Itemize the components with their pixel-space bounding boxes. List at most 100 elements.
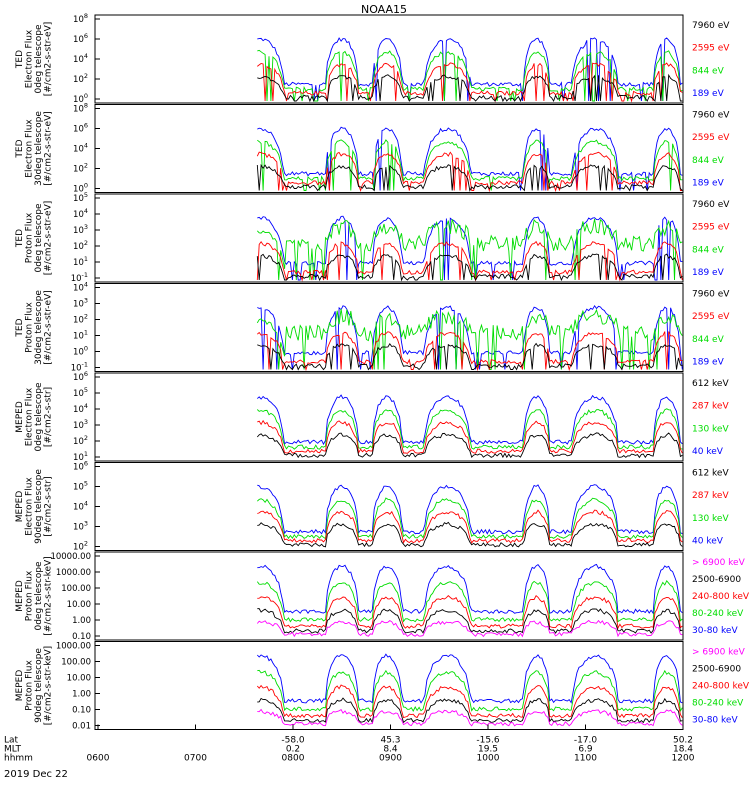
y-axis-label-line: MEPED (15, 491, 25, 523)
y-tick-label: 103 (73, 520, 88, 533)
y-tick-label: 102 (73, 72, 88, 85)
x-tick-hhmm: 0900 (379, 754, 402, 764)
y-axis-label-line: MEPED (15, 401, 25, 433)
y-axis-label: TED Electron Flux 30deg telescope [#/cm2-s-… (15, 111, 54, 186)
y-axis-label-line: [#/cm2-s-str-eV] (43, 201, 53, 276)
y-axis-label-line: [#/cm2-s-str-eV] (43, 22, 53, 97)
y-axis-label-line: TED (15, 139, 25, 158)
y-axis-label-line: MEPED (15, 670, 25, 702)
legend-entry: 40 keV (692, 447, 724, 457)
y-axis-label-line: Proton Flux (24, 302, 34, 353)
x-tick-lat: -58.0 (281, 736, 305, 746)
series-trace (257, 669, 683, 713)
y-tick-label: 102 (73, 540, 88, 553)
legend-entry: 240-800 keV (692, 592, 750, 602)
series-trace (257, 697, 683, 724)
y-tick-label: 106 (73, 122, 88, 135)
series-trace (256, 331, 683, 372)
y-axis-label-line: 30deg telescope (34, 111, 44, 186)
series-trace (256, 408, 683, 450)
legend-entry: 189 eV (692, 268, 725, 278)
x-tick-mlt: 0.2 (286, 745, 300, 755)
series-trace (256, 497, 683, 540)
y-axis-label-line: 90deg telescope (34, 648, 44, 723)
y-axis-label-line: [#/cm2-s-str] (43, 476, 53, 536)
legend-entry: 7960 eV (692, 200, 730, 210)
y-axis-label-line: MEPED (15, 580, 25, 612)
series-trace (257, 594, 683, 630)
y-axis-label: MEPED Electron Flux 0deg telescope [#/cm2-s… (15, 382, 54, 452)
x-tick-hhmm: 1000 (477, 754, 500, 764)
legend-entry: 612 keV (692, 469, 729, 479)
y-tick-label: 0.01 (72, 722, 91, 732)
y-axis-label-line: 90deg telescope (34, 469, 44, 544)
legend-entry: > 6900 keV (692, 648, 746, 658)
x-row-label: hhmm (4, 754, 33, 764)
x-row-label: Lat (4, 736, 19, 746)
series-trace (257, 563, 683, 615)
y-axis-label: TED Proton Flux 30deg telescope [#/cm2-s-st… (15, 290, 54, 365)
y-tick-label: 104 (73, 207, 88, 220)
y-axis-label-line: 0deg telescope (34, 203, 44, 273)
x-tick-hhmm: 0800 (282, 754, 305, 764)
legend-entry: 844 eV (692, 245, 725, 255)
legend-entry: 2595 eV (692, 133, 730, 143)
y-tick-label: 101 (73, 255, 88, 268)
y-axis-label-line: Electron Flux (24, 477, 34, 536)
x-row-label: MLT (4, 745, 22, 755)
series-trace (257, 37, 683, 102)
x-tick-hhmm: 1100 (574, 754, 597, 764)
series-trace (257, 139, 683, 191)
legend-entry: 844 eV (692, 156, 725, 166)
x-tick-hhmm: 0600 (87, 754, 110, 764)
series-trace (256, 653, 683, 704)
y-tick-label: 1.00 (72, 690, 91, 700)
y-axis-label-line: 0deg telescope (34, 24, 44, 94)
panel-frame (94, 551, 684, 641)
y-axis-label-line: [#/cm2-s-str] (43, 387, 53, 447)
y-tick-label: 102 (73, 313, 88, 326)
legend-entry: 2595 eV (692, 44, 730, 54)
legend-entry: 612 keV (692, 379, 729, 389)
series-trace (256, 308, 683, 370)
legend-entry: 189 eV (692, 179, 725, 189)
y-tick-label: 102 (73, 162, 88, 175)
x-tick-lat: -15.6 (476, 736, 500, 746)
panel-frame (94, 193, 684, 283)
y-tick-label: 105 (73, 386, 88, 399)
y-tick-label: 103 (73, 418, 88, 431)
legend-entry: 2500-6900 (692, 665, 741, 675)
series-trace (256, 163, 683, 192)
y-tick-label: 10.00 (67, 600, 91, 610)
series-trace (256, 253, 683, 282)
x-tick-mlt: 19.5 (478, 745, 498, 755)
series-trace (257, 521, 683, 548)
legend-entry: 287 keV (692, 402, 729, 412)
legend-entry: 40 keV (692, 537, 724, 547)
y-axis-label-line: Electron Flux (24, 387, 34, 446)
legend-entry: 2500-6900 (692, 575, 741, 585)
y-tick-label: 104 (73, 500, 88, 513)
y-tick-label: 100 (73, 345, 88, 358)
y-tick-label: 103 (73, 297, 88, 310)
legend-entry: 2595 eV (692, 312, 730, 322)
y-tick-label: 10.00 (67, 674, 91, 684)
y-axis-label: TED Electron Flux 0deg telescope [#/cm2-s-s… (15, 22, 54, 97)
legend-entry: > 6900 keV (692, 558, 746, 568)
x-tick-mlt: 18.4 (673, 745, 693, 755)
y-tick-label: 10000.00 (50, 552, 91, 562)
series-trace (257, 126, 683, 191)
y-tick-label: 104 (73, 402, 88, 415)
series-trace (257, 484, 683, 536)
legend-entry: 80-240 keV (692, 699, 744, 709)
panel-frame (94, 372, 684, 462)
series-trace (257, 608, 683, 634)
series-trace (256, 684, 683, 719)
y-axis-label: MEPED Proton Flux 90deg telescope [#/cm2-s-… (15, 646, 54, 725)
panel-frame (94, 641, 684, 730)
y-tick-label: 1.00 (72, 616, 91, 626)
